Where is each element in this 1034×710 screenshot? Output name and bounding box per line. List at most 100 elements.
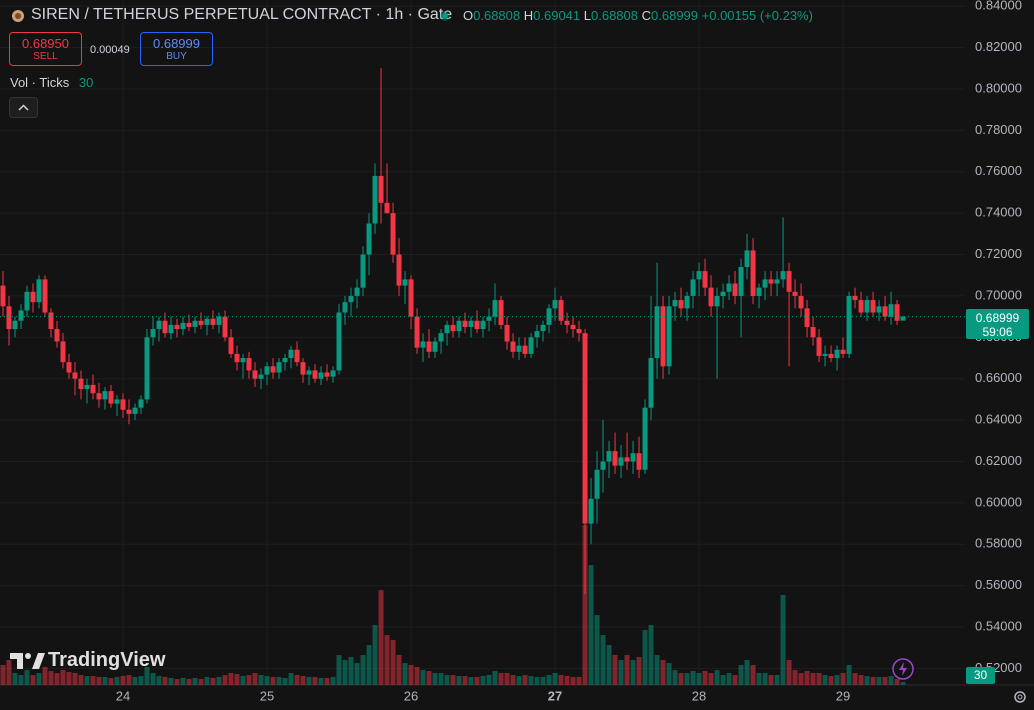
candle-body (738, 266, 744, 296)
candle-body (576, 329, 582, 334)
volume-bar (732, 675, 738, 685)
indicator-name: Vol · Ticks (10, 75, 70, 90)
candle-body (864, 300, 870, 313)
volume-bar (318, 678, 324, 685)
candle-body (6, 306, 12, 330)
volume-bar (102, 677, 108, 685)
candle-body (330, 370, 336, 377)
volume-bar (858, 675, 864, 685)
candle-body (900, 316, 906, 321)
candle-body (0, 285, 6, 307)
y-tick-label: 0.72000 (975, 246, 1022, 261)
sell-label: SELL (33, 51, 58, 62)
volume-bar (210, 678, 216, 685)
y-tick-label: 0.80000 (975, 80, 1022, 95)
candle-body (552, 300, 558, 309)
settings-button[interactable] (1010, 687, 1030, 707)
candle-body (618, 457, 624, 466)
candle-body (516, 345, 522, 352)
lightning-button[interactable] (891, 657, 915, 681)
candle-body (768, 279, 774, 284)
volume-bar (618, 660, 624, 685)
candle-body (96, 393, 102, 400)
buy-label: BUY (166, 51, 187, 62)
candle-body (342, 302, 348, 313)
volume-bar (114, 677, 120, 685)
candle-body (426, 341, 432, 352)
candle-body (246, 358, 252, 371)
legend-label: O (463, 8, 474, 23)
candle-body (450, 324, 456, 332)
volume-bar (600, 635, 606, 685)
volume-bar (432, 673, 438, 685)
volume-bar (30, 675, 36, 685)
candle-body (504, 324, 510, 342)
candle-body (414, 316, 420, 348)
buy-button[interactable]: 0.68999 BUY (140, 32, 213, 66)
volume-bar (294, 675, 300, 685)
y-tick-label: 0.62000 (975, 453, 1022, 468)
volume-bar (612, 655, 618, 685)
volume-bar (0, 665, 6, 685)
candle-body (390, 213, 396, 255)
volume-bar (270, 677, 276, 685)
legend-value: 0.68999 (651, 8, 699, 23)
candle-body (396, 254, 402, 286)
candle-body (114, 399, 120, 404)
candle-body (732, 283, 738, 296)
volume-bar (570, 677, 576, 685)
volume-bar (762, 673, 768, 685)
x-tick-label: 29 (836, 688, 850, 703)
volume-bar (18, 675, 24, 685)
candle-body (792, 291, 798, 296)
volume-bar (438, 673, 444, 685)
volume-bar (378, 590, 384, 685)
candle-body (570, 324, 576, 330)
volume-bar (258, 675, 264, 685)
volume-bar (834, 675, 840, 685)
collapse-button[interactable] (9, 97, 38, 118)
candle-body (744, 250, 750, 267)
candle-body (84, 384, 90, 390)
buy-price: 0.68999 (153, 36, 200, 51)
legend-label: C (641, 8, 652, 23)
candle-body (366, 223, 372, 255)
candle-body (18, 310, 24, 321)
volume-bar (774, 675, 780, 685)
candle-body (714, 295, 720, 307)
candle-body (798, 295, 804, 309)
candle-body (204, 318, 210, 325)
candle-body (672, 300, 678, 307)
volume-bar (162, 677, 168, 685)
candle-body (324, 372, 330, 377)
candle-body (828, 353, 834, 359)
volume-bar (474, 677, 480, 685)
volume-bar (108, 678, 114, 685)
candles (0, 68, 906, 685)
sell-button[interactable]: 0.68950 SELL (9, 32, 82, 66)
volume-bar (558, 675, 564, 685)
volume-bar (174, 679, 180, 685)
candle-body (684, 295, 690, 309)
volume-bar (690, 671, 696, 685)
candle-body (294, 349, 300, 363)
last-price-label: 0.68999 (975, 311, 1020, 325)
volume-bar (288, 673, 294, 685)
candle-body (186, 322, 192, 327)
volume-tag: 30 (966, 667, 995, 684)
candle-body (108, 391, 114, 404)
volume-bar (396, 655, 402, 685)
volume-bar (36, 673, 42, 685)
y-tick-label: 0.74000 (975, 205, 1022, 220)
volume-bar (306, 677, 312, 685)
candle-body (420, 341, 426, 348)
y-tick-label: 0.78000 (975, 122, 1022, 137)
candle-body (648, 358, 654, 408)
candle-body (174, 324, 180, 330)
volume-bar (198, 679, 204, 685)
volume-bar (336, 655, 342, 685)
volume-bar (738, 665, 744, 685)
volume-bar (624, 655, 630, 685)
candle-body (42, 279, 48, 313)
volume-bar (150, 673, 156, 685)
